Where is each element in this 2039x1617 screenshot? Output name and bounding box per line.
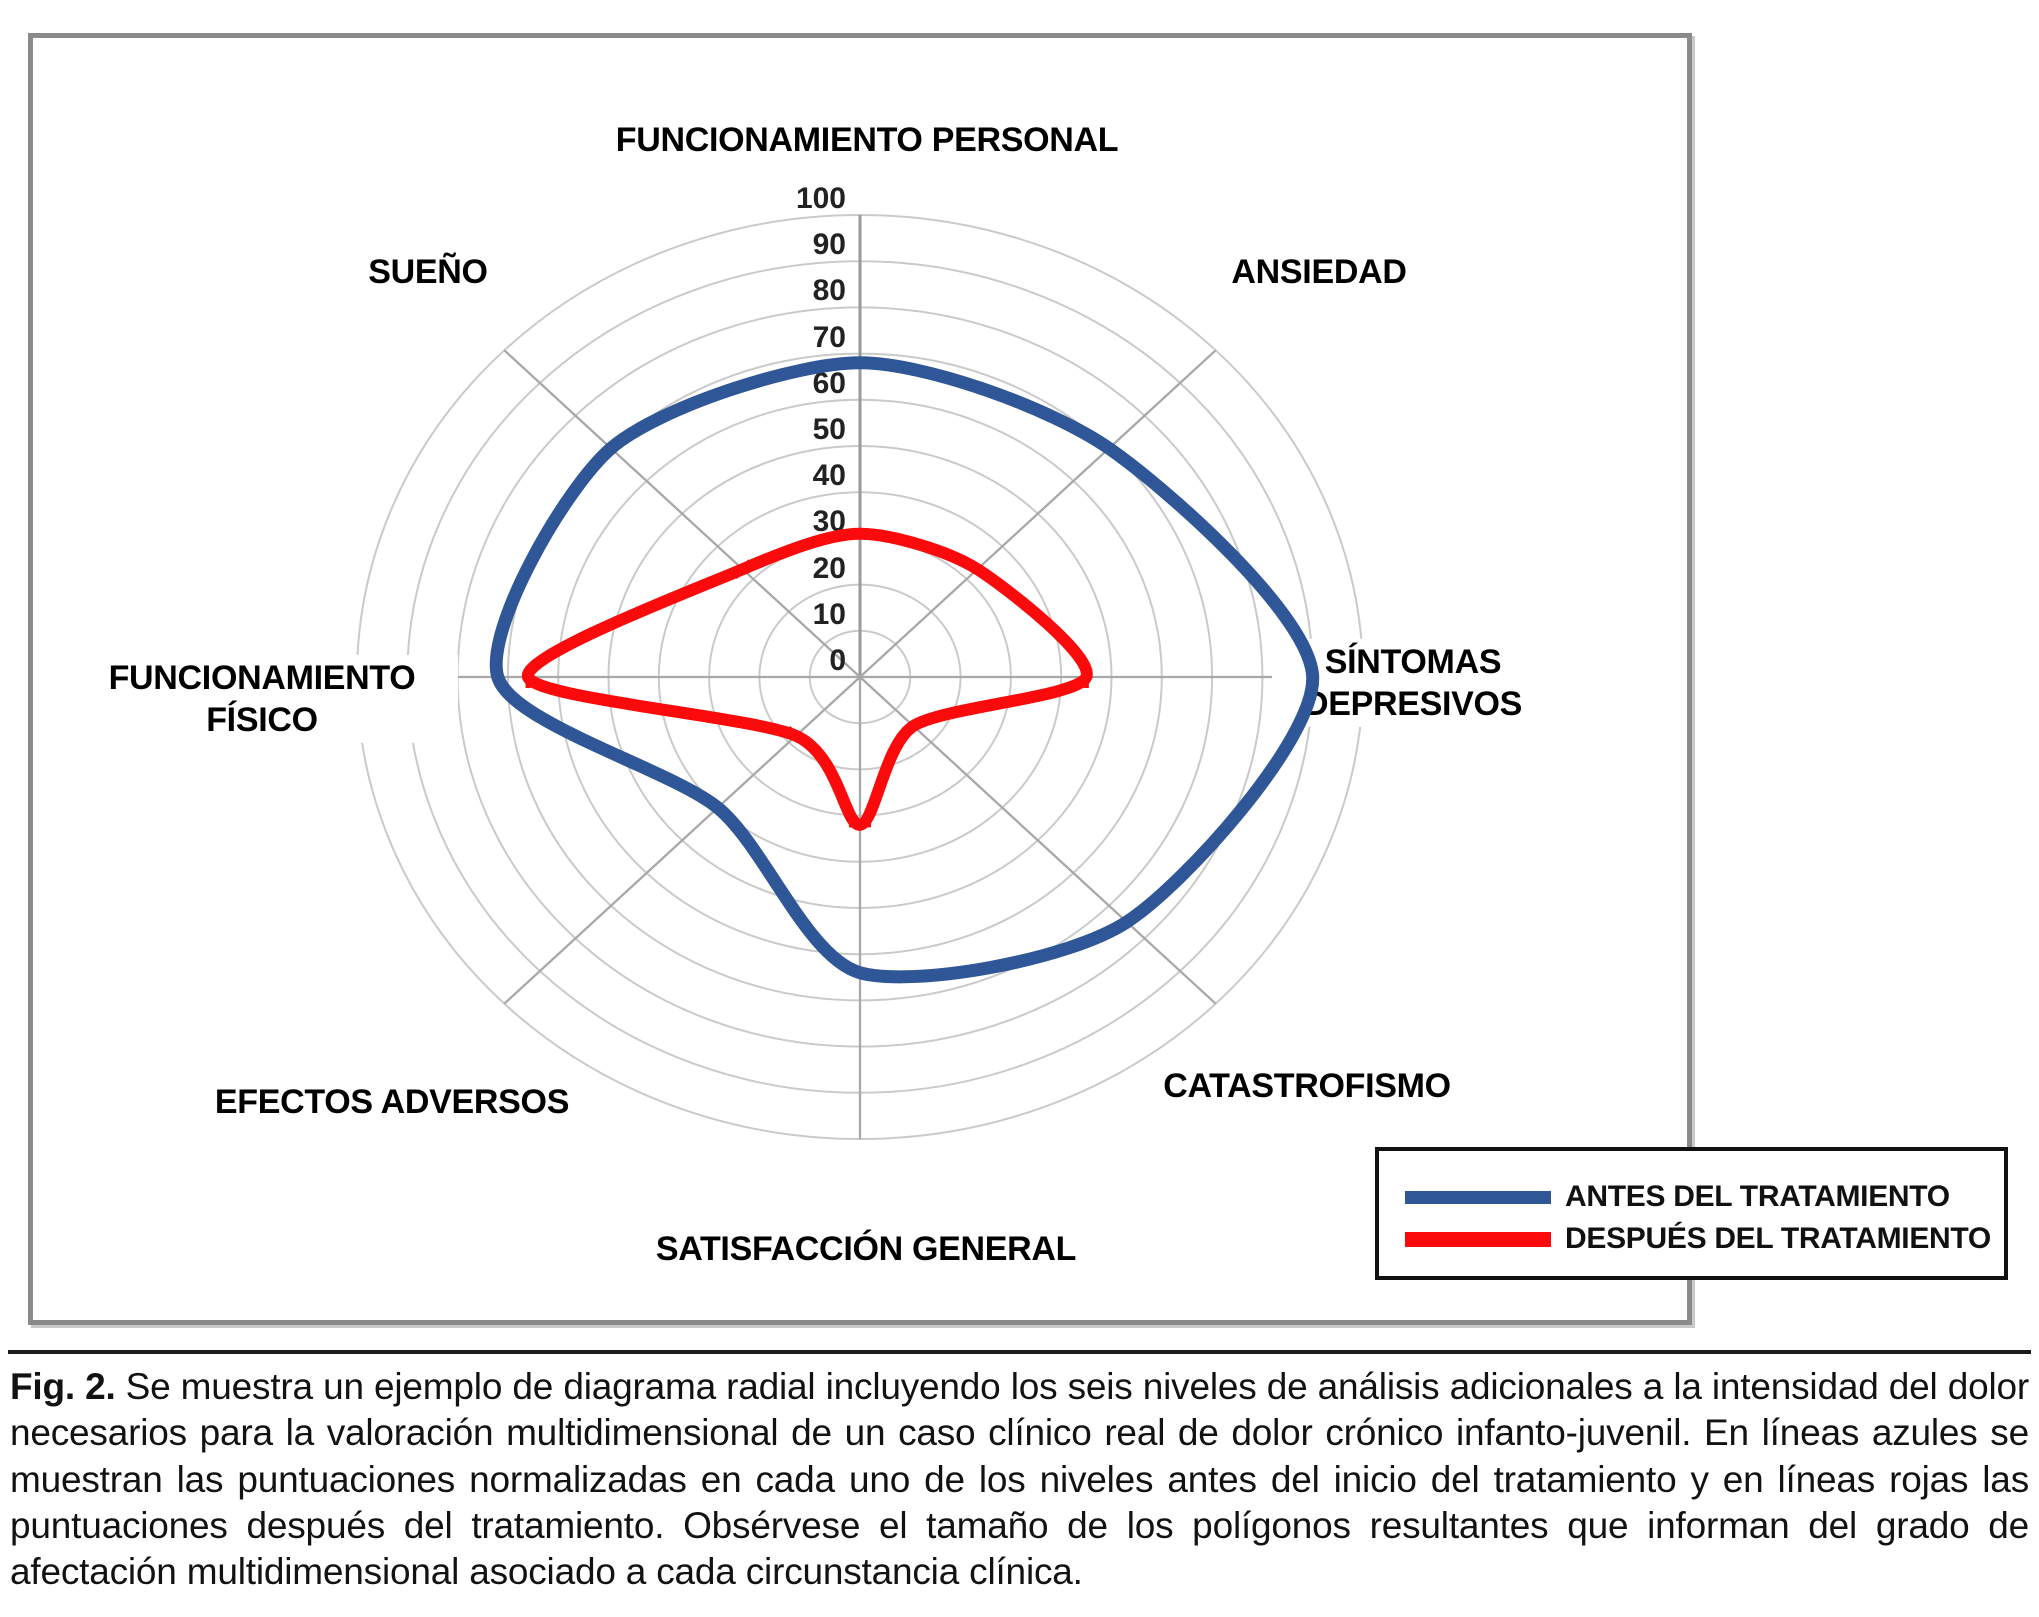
legend-label-antes: ANTES DEL TRATAMIENTO [1565, 1180, 1950, 1213]
caption-divider [8, 1350, 2031, 1354]
legend-label-despues: DESPUÉS DEL TRATAMIENTO [1565, 1222, 1991, 1255]
data-point-marker [968, 559, 987, 579]
caption-body: Se muestra un ejemplo de diagrama radial… [10, 1366, 2029, 1592]
axis-spoke [503, 349, 861, 678]
legend-item-antes: ANTES DEL TRATAMIENTO [1405, 1177, 1950, 1217]
axis-label-ansiedad: ANSIEDAD [1225, 248, 1413, 296]
scale-tick-label: 0 [829, 644, 846, 677]
axis-label-funcionamiento-personal: FUNCIONAMIENTO PERSONAL [609, 116, 1125, 164]
chart-panel-border [28, 33, 1692, 1325]
axis-label-catastrofismo: CATASTROFISMO [1157, 1062, 1457, 1110]
antes-line-swatch [1405, 1190, 1551, 1204]
axis-label-efectos-adversos: EFECTOS ADVERSOS [208, 1078, 576, 1126]
data-point-marker [786, 726, 806, 746]
scale-tick-label: 100 [795, 182, 846, 215]
scale-tick-label: 40 [812, 459, 846, 493]
legend-item-despues: DESPUÉS DEL TRATAMIENTO [1405, 1219, 1991, 1259]
figure-caption: Fig. 2. Se muestra un ejemplo de diagrama… [10, 1364, 2029, 1595]
axis-label-funcionamiento-fisico: FUNCIONAMIENTO FÍSICO [66, 654, 458, 744]
caption-prefix: Fig. 2. [10, 1366, 116, 1407]
scale-tick-label: 70 [812, 320, 846, 354]
scale-tick-label: 10 [812, 597, 846, 631]
series-despues-line [522, 527, 1093, 831]
axis-spoke [859, 676, 1217, 1005]
despues-line-swatch [1405, 1231, 1551, 1247]
series-antes-line [489, 356, 1320, 984]
scale-tick-label: 90 [812, 228, 846, 262]
data-point-marker [733, 559, 752, 579]
axis-spoke [859, 349, 1217, 678]
scale-tick-label: 50 [812, 413, 846, 446]
legend: ANTES DEL TRATAMIENTO DESPUÉS DEL TRATAM… [1375, 1147, 2008, 1280]
scale-tick-label: 80 [812, 274, 846, 308]
axis-label-sueno: SUEÑO [362, 248, 494, 296]
scale-tick-label: 20 [812, 551, 846, 585]
data-point-marker [904, 716, 923, 736]
axis-label-satisfaccion-general: SATISFACCIÓN GENERAL [649, 1225, 1083, 1273]
